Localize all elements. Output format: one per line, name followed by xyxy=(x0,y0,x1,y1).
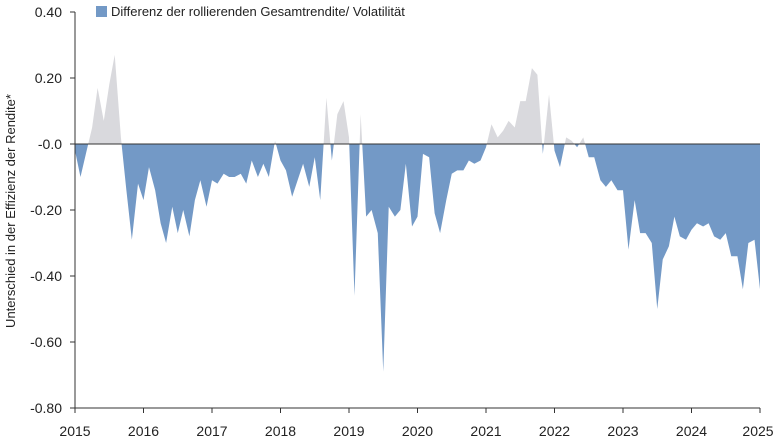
x-tick-label: 2017 xyxy=(196,423,227,439)
series-area-positive xyxy=(75,54,760,144)
legend: Differenz der rollierenden Gesamtrendite… xyxy=(96,4,405,19)
ticks-layer: 0.40 0.20 -0.0 -0.20 -0.40 -0.60 -0.80 2015 2016… xyxy=(30,4,774,439)
x-tick-label: 2018 xyxy=(265,423,296,439)
x-tick-label: 2022 xyxy=(539,423,570,439)
x-tick-label: 2016 xyxy=(128,423,159,439)
x-tick-label: 2021 xyxy=(470,423,501,439)
x-tick-label: 2025 xyxy=(742,423,773,439)
y-axis-title: Unterschied in der Effizienz der Rendite… xyxy=(3,94,18,328)
legend-swatch xyxy=(96,6,107,17)
x-tick-label: 2023 xyxy=(607,423,638,439)
x-tick-label: 2015 xyxy=(59,423,90,439)
y-tick-label: -0.80 xyxy=(30,400,62,416)
area-layer xyxy=(75,54,760,372)
y-tick-label: -0.0 xyxy=(38,136,62,152)
x-tick-label: 2024 xyxy=(676,423,707,439)
y-tick-label: -0.20 xyxy=(30,202,62,218)
y-tick-label: 0.20 xyxy=(35,70,62,86)
legend-label: Differenz der rollierenden Gesamtrendite… xyxy=(111,4,405,19)
x-tick-label: 2019 xyxy=(333,423,364,439)
y-tick-label: -0.40 xyxy=(30,268,62,284)
series-area-negative xyxy=(75,144,760,372)
y-tick-label: -0.60 xyxy=(30,334,62,350)
y-tick-label: 0.40 xyxy=(35,4,62,20)
x-tick-label: 2020 xyxy=(402,423,433,439)
